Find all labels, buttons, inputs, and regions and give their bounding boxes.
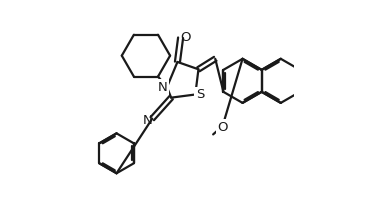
- Text: S: S: [196, 88, 204, 101]
- Text: O: O: [181, 31, 191, 44]
- Text: N: N: [158, 81, 167, 94]
- Text: O: O: [217, 121, 228, 134]
- Text: N: N: [143, 114, 153, 127]
